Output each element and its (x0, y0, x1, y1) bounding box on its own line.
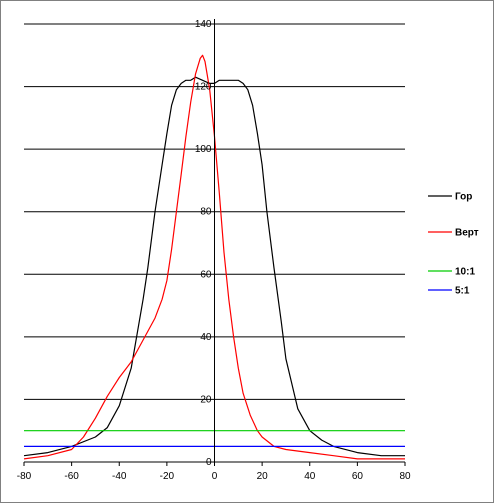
y-tick-label: 0 (206, 457, 212, 468)
y-tick-label: 40 (200, 332, 212, 343)
legend-label: Верт (455, 228, 479, 239)
y-tick-labels: 0 20 40 60 80 100 120 140 (195, 19, 212, 468)
y-tick-label: 100 (195, 144, 212, 155)
x-tick-label: 40 (304, 471, 316, 482)
series-line-1 (23, 54, 405, 460)
x-tick-label: 60 (352, 471, 364, 482)
legend: Гор Верт 10:1 5:1 (428, 192, 479, 297)
x-tick-label: -80 (17, 471, 32, 482)
legend-label: Гор (455, 192, 472, 203)
legend-label: 5:1 (455, 286, 470, 297)
x-tick-label: 80 (399, 471, 411, 482)
x-tick-label: 20 (257, 471, 269, 482)
x-tick-label: -20 (160, 471, 175, 482)
x-tick-label: -40 (112, 471, 127, 482)
y-tick-label: 140 (195, 19, 212, 30)
axes (23, 19, 406, 466)
x-tick-label: -60 (64, 471, 79, 482)
x-tick-labels: -80 -60 -40 -20 0 20 40 60 80 (17, 471, 411, 482)
y-tick-label: 20 (200, 394, 212, 405)
y-tick-label: 80 (200, 207, 212, 218)
y-tick-label: 60 (200, 269, 212, 280)
legend-label: 10:1 (455, 267, 475, 278)
y-tick-label: 120 (195, 82, 212, 93)
x-tick-label: 0 (212, 471, 218, 482)
